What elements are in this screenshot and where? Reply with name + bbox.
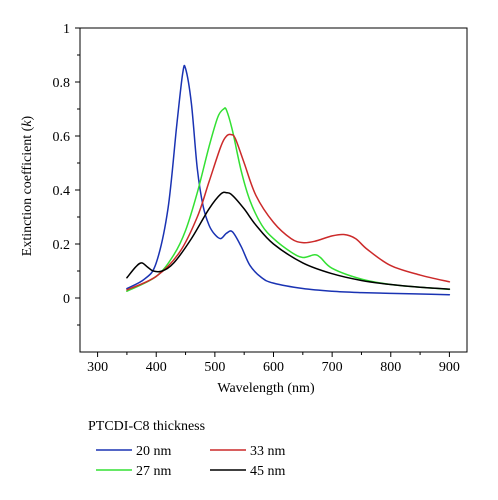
plot-frame <box>79 27 468 353</box>
y-axis-label: Extinction coefficient (k) <box>20 115 35 256</box>
y-axis-label-close: ) <box>20 115 35 120</box>
series-layer <box>126 64 451 296</box>
y-axis-label-italic: k <box>20 120 35 127</box>
ticks-layer: 300 400 500 600 700 800 900 0 0.2 0.4 0.6 0.8 1 <box>53 22 460 375</box>
legend-label: 33 nm <box>250 444 286 459</box>
x-tick-label: 400 <box>146 360 167 375</box>
series-line-45-nm <box>126 191 451 290</box>
y-tick-label: 0.6 <box>53 130 71 145</box>
y-tick-label: 0.8 <box>53 76 71 91</box>
series-line-27-nm <box>126 107 451 292</box>
x-tick-label: 500 <box>204 360 225 375</box>
y-tick-label: 0.4 <box>53 184 71 199</box>
legend: PTCDI-C8 thickness 20 nm 27 nm 33 nm 45 nm <box>88 419 286 479</box>
x-tick-label: 800 <box>380 360 401 375</box>
series-line-20-nm <box>126 64 451 296</box>
plot-border <box>79 27 468 353</box>
legend-label: 45 nm <box>250 464 286 479</box>
y-tick-label: 1 <box>63 22 70 37</box>
y-tick-label: 0.2 <box>53 238 71 253</box>
y-axis-label-main: Extinction coefficient ( <box>20 126 35 256</box>
y-tick-label: 0 <box>63 292 70 307</box>
x-tick-label: 700 <box>322 360 343 375</box>
x-tick-label: 300 <box>87 360 108 375</box>
x-tick-label: 600 <box>263 360 284 375</box>
legend-label: 27 nm <box>136 464 172 479</box>
x-axis-label: Wavelength (nm) <box>217 381 315 396</box>
legend-label: 20 nm <box>136 444 172 459</box>
legend-title: PTCDI-C8 thickness <box>88 419 205 434</box>
series-line-33-nm <box>126 133 451 291</box>
x-tick-label: 900 <box>439 360 460 375</box>
